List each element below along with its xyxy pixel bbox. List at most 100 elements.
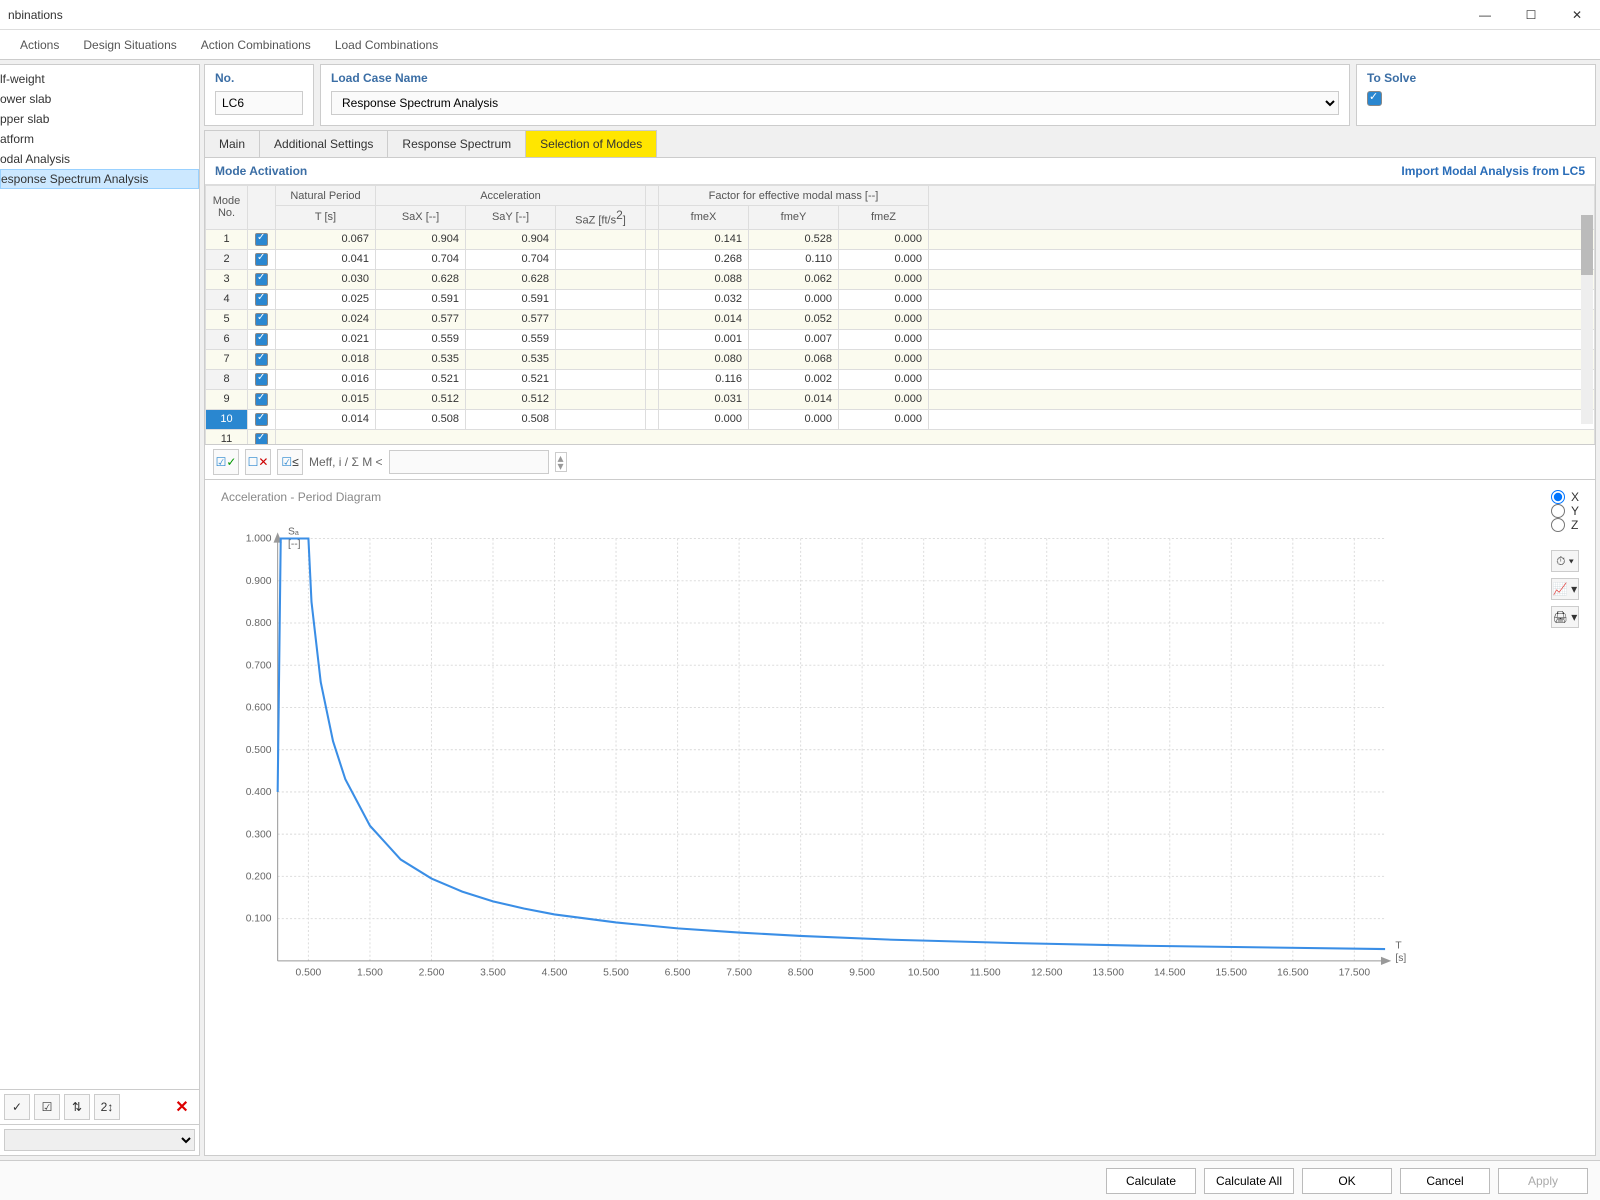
subtab-main[interactable]: Main xyxy=(204,130,260,157)
table-row[interactable]: 30.0300.6280.6280.0880.0620.000 xyxy=(206,269,1595,289)
calculate-button[interactable]: Calculate xyxy=(1106,1168,1196,1194)
renumber-icon[interactable]: 2↕ xyxy=(94,1094,120,1120)
sidebar-item[interactable]: pper slab xyxy=(0,109,199,129)
svg-text:0.500: 0.500 xyxy=(296,967,322,978)
apply-button[interactable]: Apply xyxy=(1498,1168,1588,1194)
mode-grid[interactable]: ModeNo.Natural PeriodAccelerationFactor … xyxy=(205,185,1595,445)
sidebar-combo[interactable] xyxy=(4,1129,195,1151)
svg-text:11.500: 11.500 xyxy=(970,967,1001,978)
svg-text:10.500: 10.500 xyxy=(908,967,940,978)
svg-text:1.000: 1.000 xyxy=(246,534,272,545)
table-row[interactable]: 100.0140.5080.5080.0000.0000.000 xyxy=(206,409,1595,429)
check-all-button[interactable]: ☑✓ xyxy=(213,449,239,475)
select-modes-icon[interactable]: ☑ xyxy=(34,1094,60,1120)
svg-text:0.400: 0.400 xyxy=(246,787,272,798)
mode-checkbox[interactable] xyxy=(255,353,268,366)
spinner-down-icon[interactable]: ▾ xyxy=(558,462,564,470)
delete-icon[interactable]: ✕ xyxy=(169,1094,195,1120)
svg-text:15.500: 15.500 xyxy=(1216,967,1248,978)
sidebar-item[interactable]: ower slab xyxy=(0,89,199,109)
calculate-all-button[interactable]: Calculate All xyxy=(1204,1168,1294,1194)
group-name: Load Case Name Response Spectrum Analysi… xyxy=(320,64,1350,126)
svg-text:9.500: 9.500 xyxy=(849,967,875,978)
sidebar-toolbar: ✓ ☑ ⇅ 2↕ ✕ xyxy=(0,1089,199,1124)
filter-input[interactable] xyxy=(389,450,549,474)
axis-radio-x[interactable] xyxy=(1551,490,1565,504)
mode-checkbox[interactable] xyxy=(255,373,268,386)
sidebar: lf-weightower slabpper slabatformodal An… xyxy=(0,64,200,1156)
chart-area: Acceleration - Period Diagram 0.100 0.200… xyxy=(205,480,1595,1155)
select-all-icon[interactable]: ✓ xyxy=(4,1094,30,1120)
table-row[interactable]: 11 xyxy=(206,429,1595,445)
svg-text:0.300: 0.300 xyxy=(246,829,272,840)
mode-checkbox[interactable] xyxy=(255,293,268,306)
table-row[interactable]: 40.0250.5910.5910.0320.0000.000 xyxy=(206,289,1595,309)
window-title: nbinations xyxy=(8,8,63,22)
mode-checkbox[interactable] xyxy=(255,393,268,406)
print-icon[interactable]: 🖨 ▾ xyxy=(1551,606,1579,628)
axis-radio-y[interactable] xyxy=(1551,504,1565,518)
maximize-button[interactable]: ☐ xyxy=(1508,0,1554,30)
ribbon-tab-action-combinations[interactable]: Action Combinations xyxy=(189,32,323,58)
close-button[interactable]: ✕ xyxy=(1554,0,1600,30)
mode-checkbox[interactable] xyxy=(255,233,268,246)
subtab-response-spectrum[interactable]: Response Spectrum xyxy=(387,130,526,157)
svg-text:3.500: 3.500 xyxy=(480,967,506,978)
reorder-icon[interactable]: ⇅ xyxy=(64,1094,90,1120)
axis-radio-z[interactable] xyxy=(1551,518,1565,532)
solve-checkbox[interactable] xyxy=(1367,91,1382,106)
svg-text:12.500: 12.500 xyxy=(1031,967,1063,978)
grid-scrollbar[interactable] xyxy=(1581,215,1593,275)
sidebar-tree: lf-weightower slabpper slabatformodal An… xyxy=(0,65,199,1089)
svg-text:6.500: 6.500 xyxy=(665,967,691,978)
mode-checkbox[interactable] xyxy=(255,313,268,326)
table-row[interactable]: 80.0160.5210.5210.1160.0020.000 xyxy=(206,369,1595,389)
svg-text:5.500: 5.500 xyxy=(603,967,629,978)
svg-text:[--]: [--] xyxy=(288,539,301,550)
subtabs: MainAdditional SettingsResponse Spectrum… xyxy=(204,130,1596,158)
ribbon-tab-load-combinations[interactable]: Load Combinations xyxy=(323,32,450,58)
subtab-additional-settings[interactable]: Additional Settings xyxy=(259,130,388,157)
svg-text:0.200: 0.200 xyxy=(246,872,272,883)
ribbon: ActionsDesign SituationsAction Combinati… xyxy=(0,30,1600,60)
table-row[interactable]: 60.0210.5590.5590.0010.0070.000 xyxy=(206,329,1595,349)
table-row[interactable]: 70.0180.5350.5350.0800.0680.000 xyxy=(206,349,1595,369)
ribbon-tab-actions[interactable]: Actions xyxy=(8,32,71,58)
svg-text:0.100: 0.100 xyxy=(246,914,272,925)
time-settings-icon[interactable]: ⏱ ▾ xyxy=(1551,550,1579,572)
sidebar-item[interactable]: atform xyxy=(0,129,199,149)
mode-checkbox[interactable] xyxy=(255,413,268,426)
sidebar-item[interactable]: odal Analysis xyxy=(0,149,199,169)
table-row[interactable]: 50.0240.5770.5770.0140.0520.000 xyxy=(206,309,1595,329)
cancel-button[interactable]: Cancel xyxy=(1400,1168,1490,1194)
svg-text:0.800: 0.800 xyxy=(246,618,272,629)
loadcase-name-select[interactable]: Response Spectrum Analysis xyxy=(331,91,1339,115)
table-row[interactable]: 20.0410.7040.7040.2680.1100.000 xyxy=(206,249,1595,269)
chart-title: Acceleration - Period Diagram xyxy=(221,490,1579,504)
svg-text:0.900: 0.900 xyxy=(246,576,272,587)
svg-text:1.500: 1.500 xyxy=(357,967,383,978)
footer: Calculate Calculate All OK Cancel Apply xyxy=(0,1160,1600,1200)
uncheck-all-button[interactable]: ☐✕ xyxy=(245,449,271,475)
mode-checkbox[interactable] xyxy=(255,333,268,346)
chart-style-icon[interactable]: 📈 ▾ xyxy=(1551,578,1579,600)
sidebar-item[interactable]: lf-weight xyxy=(0,69,199,89)
table-row[interactable]: 10.0670.9040.9040.1410.5280.000 xyxy=(206,229,1595,249)
no-input[interactable] xyxy=(215,91,303,115)
mode-activation-title: Mode Activation xyxy=(215,164,307,178)
svg-text:0.500: 0.500 xyxy=(246,745,272,756)
table-row[interactable]: 90.0150.5120.5120.0310.0140.000 xyxy=(206,389,1595,409)
group-no: No. xyxy=(204,64,314,126)
subtab-selection-of-modes[interactable]: Selection of Modes xyxy=(525,130,657,157)
minimize-button[interactable]: — xyxy=(1462,0,1508,30)
sidebar-item[interactable]: esponse Spectrum Analysis xyxy=(0,169,199,189)
svg-text:[s]: [s] xyxy=(1395,953,1406,964)
mode-checkbox[interactable] xyxy=(255,273,268,286)
ribbon-tab-design-situations[interactable]: Design Situations xyxy=(71,32,188,58)
ok-button[interactable]: OK xyxy=(1302,1168,1392,1194)
filter-button[interactable]: ☑≤ xyxy=(277,449,303,475)
mode-checkbox[interactable] xyxy=(255,253,268,266)
grid-toolbar: ☑✓ ☐✕ ☑≤ Meff, i / Σ M < ▴ ▾ xyxy=(205,445,1595,480)
filter-label: Meff, i / Σ M < xyxy=(309,455,383,469)
import-modal-link[interactable]: Import Modal Analysis from LC5 xyxy=(1401,164,1585,178)
